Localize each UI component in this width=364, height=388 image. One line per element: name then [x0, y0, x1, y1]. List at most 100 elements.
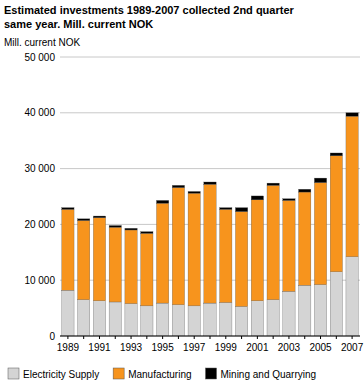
bar-segment	[330, 272, 342, 336]
bar-segment	[141, 233, 153, 306]
y-tick-label: 0	[49, 331, 55, 342]
x-tick-label: 1991	[88, 342, 111, 353]
x-tick-label: 2007	[341, 342, 364, 353]
bar-segment	[299, 285, 311, 336]
bar-segment	[267, 183, 279, 185]
bar-segment	[156, 203, 168, 303]
x-tick-label: 1993	[120, 342, 143, 353]
bars	[62, 113, 359, 336]
x-tick	[131, 336, 132, 339]
x-tick-label: 1995	[152, 342, 175, 353]
x-tick	[83, 336, 84, 339]
bar-segment	[220, 209, 232, 302]
bar-segment	[188, 306, 200, 336]
x-tick	[320, 336, 321, 339]
x-tick	[257, 336, 258, 339]
bar-segment	[93, 301, 105, 336]
bar-segment	[109, 226, 121, 228]
bar-segment	[251, 196, 263, 200]
x-tick	[225, 336, 226, 339]
x-tick	[336, 336, 337, 339]
x-tick	[99, 336, 100, 339]
x-tick	[352, 336, 353, 339]
bar-segment	[283, 200, 295, 291]
grid-line	[60, 57, 360, 58]
y-tick-label: 20 000	[24, 219, 55, 230]
legend-swatch	[8, 368, 19, 379]
bar-segment	[172, 188, 184, 305]
bar-segment	[235, 212, 247, 307]
bar-segment	[346, 257, 358, 336]
bar-segment	[235, 306, 247, 336]
bar-segment	[346, 116, 358, 257]
bar-segment	[299, 192, 311, 285]
legend-label: Mining and Quarrying	[221, 369, 317, 380]
x-tick-label: 2005	[309, 342, 332, 353]
legend-label: Electricity Supply	[23, 369, 99, 380]
x-tick-label: 1989	[57, 342, 80, 353]
x-tick	[194, 336, 195, 339]
bar-segment	[62, 208, 74, 210]
y-tick-label: 50 000	[24, 52, 55, 63]
bar-segment	[251, 200, 263, 301]
chart-container: Estimated investments 1989-2007 collecte…	[0, 0, 364, 388]
grid-line	[60, 168, 360, 169]
legend-swatch	[113, 368, 124, 379]
bar-segment	[330, 153, 342, 156]
bar-segment	[156, 200, 168, 203]
bar-segment	[314, 285, 326, 336]
chart-title: Estimated investments 1989-2007 collecte…	[4, 3, 304, 31]
y-tick-label: 10 000	[24, 275, 55, 286]
x-tick	[67, 336, 68, 339]
bar-segment	[314, 178, 326, 182]
bar-segment	[125, 304, 137, 336]
bar-segment	[172, 185, 184, 187]
bar-segment	[93, 216, 105, 218]
x-tick	[304, 336, 305, 339]
x-tick-label: 2003	[278, 342, 301, 353]
x-tick-label: 2001	[246, 342, 269, 353]
bar-segment	[267, 300, 279, 336]
bar-segment	[141, 232, 153, 234]
x-tick	[210, 336, 211, 339]
bar-segment	[267, 185, 279, 299]
bar-segment	[62, 290, 74, 336]
legend-label: Manufacturing	[128, 369, 191, 380]
bar-segment	[299, 189, 311, 192]
x-tick	[273, 336, 274, 339]
bar-segment	[62, 209, 74, 290]
bar-segment	[93, 218, 105, 301]
x-tick	[146, 336, 147, 339]
y-tick-label: 30 000	[24, 163, 55, 174]
bar-segment	[109, 227, 121, 302]
bar-segment	[78, 219, 90, 221]
bar-segment	[314, 183, 326, 285]
bar-segment	[125, 230, 137, 304]
bar-segment	[220, 303, 232, 336]
y-axis-label: Mill. current NOK	[4, 37, 80, 48]
bar-segment	[188, 191, 200, 193]
bar-segment	[283, 291, 295, 336]
bar-segment	[204, 184, 216, 303]
x-tick	[178, 336, 179, 339]
x-tick	[241, 336, 242, 339]
bar-segment	[78, 300, 90, 336]
bar-segment	[109, 302, 121, 336]
bar-segment	[204, 303, 216, 336]
bar-segment	[188, 193, 200, 306]
y-tick-label: 40 000	[24, 107, 55, 118]
bar-segment	[283, 199, 295, 201]
x-tick	[115, 336, 116, 339]
bar-segment	[78, 220, 90, 299]
bar-segment	[125, 228, 137, 230]
legend-swatch	[206, 368, 217, 379]
grid-line	[60, 112, 360, 113]
bar-segment	[220, 208, 232, 210]
bar-segment	[330, 156, 342, 272]
x-tick	[162, 336, 163, 339]
x-tick	[288, 336, 289, 339]
bar-segment	[141, 306, 153, 336]
chart-svg: Mill. current NOK 0 10 000 20 000 30 000 40 0…	[0, 0, 364, 388]
bar-segment	[235, 208, 247, 212]
bar-segment	[251, 301, 263, 336]
